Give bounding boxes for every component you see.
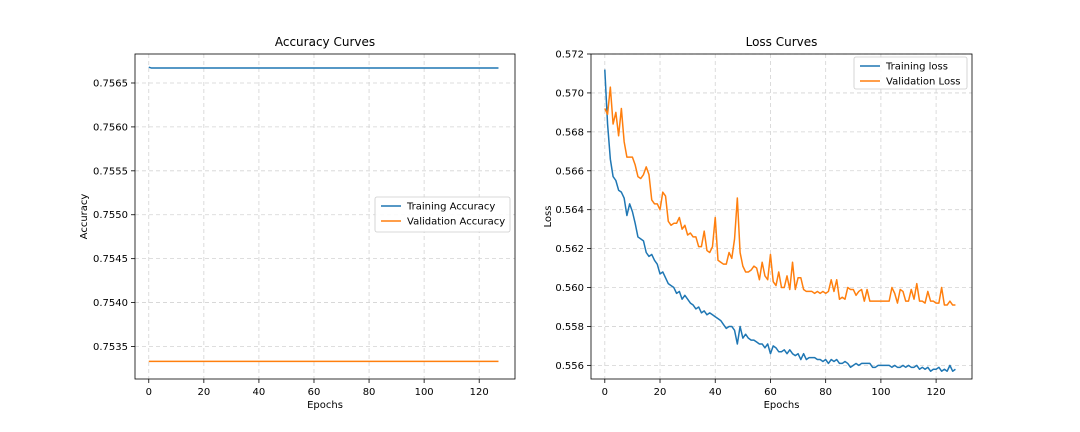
accuracy-legend-label-0: Training Accuracy xyxy=(406,202,495,213)
loss-x-tick-label-0: 0 xyxy=(602,387,608,398)
accuracy-y-tick-label-1: 0.7540 xyxy=(93,298,128,309)
accuracy-y-tick-label-0: 0.7535 xyxy=(93,342,128,353)
loss-y-tick-label-8: 0.572 xyxy=(555,50,584,61)
loss-y-tick-label-5: 0.566 xyxy=(555,166,584,177)
loss-y-tick-label-6: 0.568 xyxy=(555,127,584,138)
loss-y-tick-label-7: 0.570 xyxy=(555,88,584,99)
loss-legend-label-1: Validation Loss xyxy=(886,77,961,88)
accuracy-x-tick-label-3: 60 xyxy=(308,387,321,398)
accuracy-y-tick-label-2: 0.7545 xyxy=(93,254,128,265)
accuracy-legend-label-1: Validation Accuracy xyxy=(407,217,505,228)
accuracy-chart: 0 20 40 60 80 100 120 0.7535 0.7540 0.7545 0.7550 0… xyxy=(79,35,516,411)
accuracy-x-tick-label-4: 80 xyxy=(363,387,376,398)
accuracy-chart-title: Accuracy Curves xyxy=(275,35,375,49)
loss-y-tick-label-4: 0.564 xyxy=(555,205,584,216)
loss-y-axis-label: Loss xyxy=(543,206,554,228)
loss-x-tick-label-3: 60 xyxy=(764,387,777,398)
accuracy-x-tick-label-0: 0 xyxy=(146,387,152,398)
accuracy-x-tick-label-6: 120 xyxy=(470,387,489,398)
accuracy-plot-frame xyxy=(134,53,516,380)
loss-legend: Training loss Validation Loss xyxy=(853,56,968,90)
accuracy-y-tick-label-6: 0.7565 xyxy=(93,78,128,89)
loss-x-tick-label-5: 100 xyxy=(871,387,890,398)
loss-x-tick-label-1: 20 xyxy=(654,387,667,398)
loss-series-line-1 xyxy=(604,86,956,306)
loss-y-tick-label-3: 0.562 xyxy=(555,244,584,255)
accuracy-y-axis-label: Accuracy xyxy=(79,194,90,240)
loss-x-axis-label: Epochs xyxy=(764,400,800,411)
loss-y-tick-label-1: 0.558 xyxy=(555,322,584,333)
loss-x-tick-label-6: 120 xyxy=(927,387,946,398)
accuracy-legend-box xyxy=(374,196,511,233)
accuracy-y-tick-label-3: 0.7550 xyxy=(93,210,128,221)
loss-chart: 0 20 40 60 80 100 120 0.556 0.558 0.560 0.562 0.564… xyxy=(543,35,973,411)
accuracy-legend: Training Accuracy Validation Accuracy xyxy=(374,196,511,233)
loss-x-tick-label-2: 40 xyxy=(709,387,722,398)
loss-chart-title: Loss Curves xyxy=(746,35,818,49)
loss-plot-frame xyxy=(590,53,973,380)
loss-legend-box xyxy=(853,56,968,90)
accuracy-series-line-0 xyxy=(148,66,499,69)
loss-y-tick-label-0: 0.556 xyxy=(555,361,584,372)
accuracy-x-tick-label-1: 20 xyxy=(197,387,210,398)
accuracy-x-axis-label: Epochs xyxy=(307,400,343,411)
loss-y-tick-label-2: 0.560 xyxy=(555,283,584,294)
loss-legend-label-0: Training loss xyxy=(885,62,948,73)
loss-series-line-0 xyxy=(604,69,956,372)
accuracy-x-tick-label-2: 40 xyxy=(253,387,266,398)
accuracy-x-tick-label-5: 100 xyxy=(415,387,434,398)
loss-x-tick-label-4: 80 xyxy=(819,387,832,398)
accuracy-y-tick-label-4: 0.7555 xyxy=(93,166,128,177)
accuracy-y-tick-label-5: 0.7560 xyxy=(93,122,128,133)
